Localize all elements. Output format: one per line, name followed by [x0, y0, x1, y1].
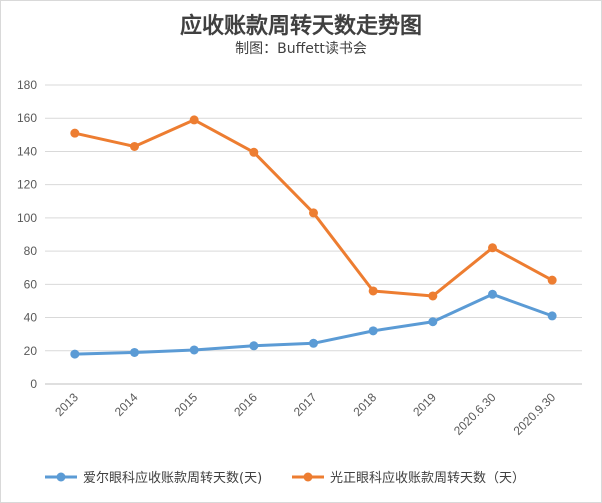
series-1-point: [249, 341, 259, 351]
series-2-point: [488, 243, 497, 253]
y-tick-label: 120: [17, 178, 37, 192]
series-1-point: [488, 289, 497, 299]
x-tick-label: 2016: [231, 390, 260, 419]
x-tick-label: 2018: [351, 390, 380, 419]
y-tick-label: 140: [17, 144, 37, 158]
y-tick-label: 0: [30, 377, 37, 391]
series-2-point: [249, 147, 259, 157]
series-2-point: [309, 208, 318, 218]
y-tick-label: 60: [24, 277, 38, 291]
y-tick-label: 180: [17, 78, 37, 92]
series-2-point: [428, 291, 438, 301]
x-tick-label: 2013: [52, 390, 81, 419]
legend: 爱尔眼科应收账款周转天数(天) 光正眼科应收账款周转天数（天）: [45, 470, 525, 486]
series-1-point: [547, 311, 557, 321]
series-2-point: [368, 286, 378, 296]
series-1-point: [189, 345, 199, 355]
series-1-point: [70, 349, 80, 359]
series-line-2: [73, 118, 554, 298]
x-tick-label: 2017: [291, 390, 320, 419]
x-tick-label: 2019: [410, 390, 439, 419]
legend-entry: 光正眼科应收账款周转天数（天）: [330, 470, 525, 486]
chart-subtitle: 制图：Buffett读书会: [235, 41, 367, 57]
y-tick-label: 160: [17, 111, 37, 125]
y-tick-label: 20: [24, 344, 38, 358]
y-tick-label: 100: [17, 211, 37, 225]
legend-swatch-marker: [303, 472, 313, 482]
legend-swatch-marker: [56, 472, 66, 482]
series-1-point: [428, 317, 438, 327]
x-tick-label: 2015: [172, 390, 201, 419]
y-tick-label: 80: [24, 244, 38, 258]
y-tick-label: 40: [24, 311, 38, 325]
y-axis-ticks: 0 20 40 60 80 100 120 140 160 180: [17, 78, 37, 391]
series-2-point: [130, 141, 139, 151]
series-1-point: [130, 347, 139, 357]
series-1-point: [309, 338, 318, 348]
x-tick-label: 2020.6.30: [451, 390, 499, 438]
x-tick-label: 2020.9.30: [511, 390, 559, 438]
x-tick-label: 2014: [112, 390, 141, 419]
legend-entry: 爱尔眼科应收账款周转天数(天): [83, 470, 262, 486]
series-2-point: [70, 128, 80, 138]
series-layer: [70, 115, 557, 359]
series-1-point: [368, 326, 378, 336]
x-axis-ticks: 2013 2014 2015 2016 2017 2018 2019 2020.6.30 202…: [52, 390, 558, 438]
chart-title: 应收账款周转天数走势图: [179, 13, 422, 39]
series-2-point: [189, 115, 199, 125]
series-2-point: [547, 275, 557, 285]
